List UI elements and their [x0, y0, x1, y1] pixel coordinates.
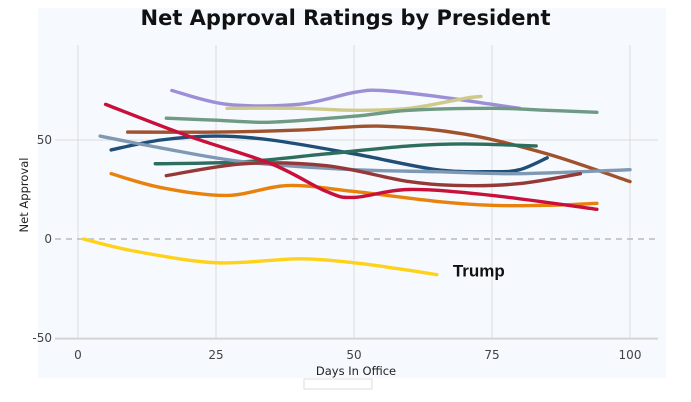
- y-tick-label: 50: [37, 133, 52, 147]
- plot-background: [38, 8, 666, 378]
- series-line-1: [225, 94, 483, 113]
- y-tick-label: 0: [44, 232, 52, 246]
- series-line-7: [164, 161, 583, 188]
- x-tick-label: 75: [484, 348, 499, 362]
- series-line-5: [153, 142, 538, 166]
- series-line-4: [109, 134, 549, 174]
- x-tick-label: 25: [208, 348, 223, 362]
- series-line-10: [81, 237, 439, 277]
- chart-title: Net Approval Ratings by President: [140, 6, 551, 30]
- x-tick-label: 50: [346, 348, 361, 362]
- range-slider-handle[interactable]: [303, 378, 373, 390]
- series-line-8: [109, 171, 599, 208]
- y-axis-label: Net Approval: [17, 158, 31, 233]
- x-tick-label: 100: [619, 348, 642, 362]
- x-tick-label: 0: [74, 348, 82, 362]
- series-line-0: [170, 88, 522, 111]
- y-tick-label: -50: [32, 331, 52, 345]
- series-line-2: [164, 106, 599, 125]
- series-line-3: [125, 124, 632, 184]
- x-axis-label: Days In Office: [316, 364, 396, 378]
- annotation-trump: Trump: [453, 262, 505, 281]
- series-line-9: [103, 102, 599, 211]
